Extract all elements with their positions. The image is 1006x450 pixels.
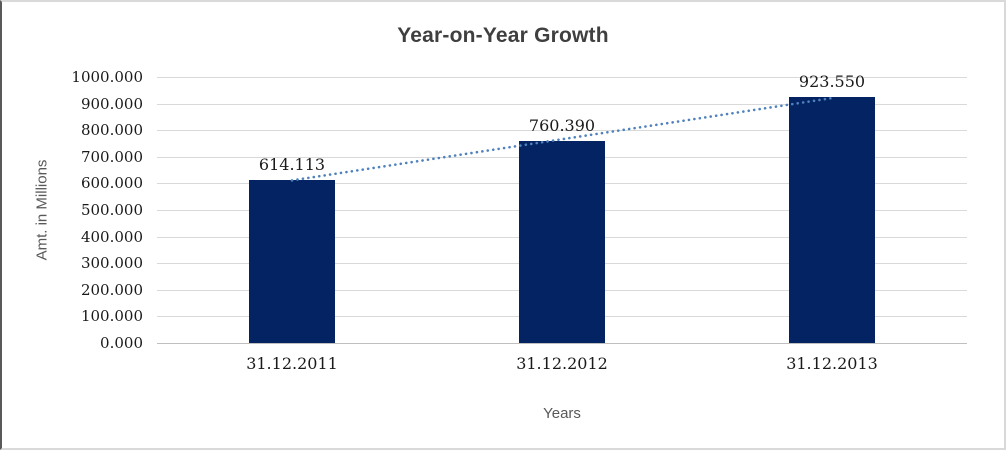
gridline (157, 77, 967, 78)
y-tick-label: 900.000 (80, 94, 143, 113)
x-axis-category-labels: 31.12.2011 31.12.2012 31.12.2013 (157, 354, 967, 373)
bar-value-label: 760.390 (528, 115, 596, 135)
y-tick-label: 800.000 (80, 121, 143, 140)
chart-title: Year-on-Year Growth (397, 24, 609, 47)
y-tick-label: 700.000 (80, 147, 143, 166)
x-category-label: 31.12.2011 (246, 354, 338, 373)
bar-value-label: 614.113 (258, 154, 326, 174)
y-tick-label: 600.000 (80, 174, 143, 193)
x-category-label: 31.12.2013 (786, 354, 878, 373)
plot-area: 614.113 760.390 923.550 (157, 72, 967, 344)
y-tick-label: 300.000 (80, 254, 143, 273)
bar-31.12.2012 (519, 140, 605, 343)
x-category-label: 31.12.2012 (516, 354, 608, 373)
y-tick-label: 400.000 (80, 227, 143, 246)
y-tick-label: 1000.000 (71, 68, 143, 86)
y-tick-label: 200.000 (80, 280, 143, 299)
y-tick-label: 500.000 (80, 201, 143, 219)
y-axis-tick-labels: 0.000 100.000 200.000 300.000 400.000 500.000… (2, 68, 149, 352)
bar-value-label: 923.550 (798, 72, 866, 92)
bar-31.12.2011 (249, 179, 335, 343)
y-tick-label: 100.000 (80, 307, 143, 326)
x-axis-title: Years (543, 405, 581, 422)
bar-31.12.2013 (789, 97, 875, 343)
y-tick-label: 0.000 (100, 334, 143, 352)
